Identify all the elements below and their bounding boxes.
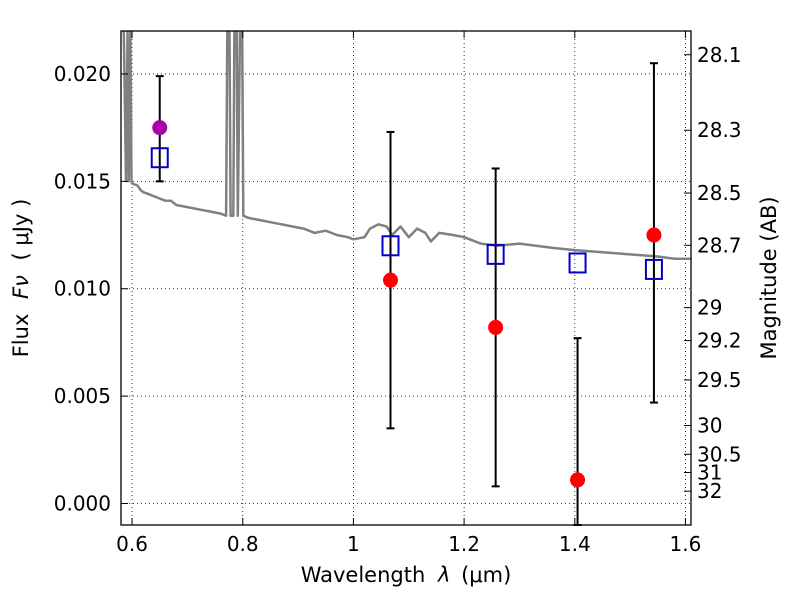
magnitude-tick-label: 31 — [697, 460, 722, 484]
magnitude-tick-label: 28.3 — [697, 118, 742, 142]
y-axis-label-symbol: Fν — [9, 275, 33, 299]
magnitude-tick-label: 28.5 — [697, 181, 742, 205]
magnitude-axis-label: Magnitude (AB) — [757, 196, 781, 359]
observed-flux-point — [570, 472, 586, 488]
magnitude-tick-label: 32 — [697, 479, 722, 503]
y-tick-label: 0.010 — [54, 277, 111, 301]
magnitude-tick-label: 30 — [697, 414, 722, 438]
y-axis-label-prefix: Flux — [9, 314, 33, 358]
model-flux-square — [486, 243, 505, 265]
model-spectrum-line — [122, 31, 691, 260]
axis-ticks: 0.6 0.8 1 1.2 1.4 1.6 0.000 0.005 0.010 0.015 0.02… — [54, 31, 742, 556]
x-tick-label: 1.6 — [670, 532, 702, 556]
x-tick-label: 1 — [347, 532, 360, 556]
magnitude-tick-label: 30.5 — [697, 442, 742, 466]
magnitude-tick-label: 29.5 — [697, 368, 742, 392]
model-flux-square — [150, 147, 169, 169]
magnitude-tick-label: 29.2 — [697, 329, 742, 353]
x-tick-label: 1.4 — [559, 532, 591, 556]
plot-frame — [120, 30, 692, 526]
model-flux-square — [644, 258, 663, 280]
model-flux-square — [568, 252, 587, 274]
x-axis-label-symbol: λ — [437, 563, 450, 587]
plot-area — [122, 31, 691, 260]
magnitude-tick-label: 28.7 — [697, 233, 742, 257]
x-tick-label: 0.6 — [116, 532, 148, 556]
observed-flux-point — [488, 319, 504, 335]
observed-flux-point — [152, 120, 168, 136]
y-axis-label: Flux Fν ( μJy ) — [9, 199, 33, 358]
model-flux-square — [381, 235, 400, 257]
x-axis-label-unit: (μm) — [461, 563, 511, 587]
x-tick-label: 1.2 — [448, 532, 480, 556]
y-tick-label: 0.015 — [54, 169, 111, 193]
grid — [121, 31, 691, 525]
y-axis-label-unit: ( μJy ) — [9, 199, 33, 261]
y-tick-label: 0.000 — [54, 492, 111, 516]
observed-flux-point — [646, 227, 662, 243]
observed-flux-point — [383, 272, 399, 288]
plot-background — [121, 31, 691, 525]
y-tick-label: 0.020 — [54, 62, 111, 86]
magnitude-tick-label: 29 — [697, 296, 722, 320]
x-axis-label-prefix: Wavelength — [301, 563, 426, 587]
x-axis-label: Wavelength λ (μm) — [301, 563, 512, 587]
y-tick-label: 0.005 — [54, 384, 111, 408]
magnitude-tick-label: 28.1 — [697, 43, 742, 67]
x-tick-label: 0.8 — [227, 532, 259, 556]
marker-layer — [150, 62, 663, 526]
